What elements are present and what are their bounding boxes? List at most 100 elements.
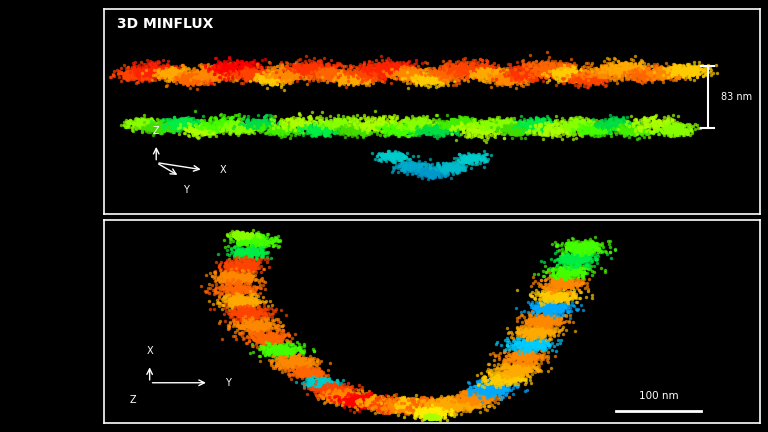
Point [480,393,492,400]
Point [641,129,653,136]
Point [461,159,473,166]
Point [561,302,574,309]
Point [127,70,139,77]
Point [423,411,435,418]
Point [238,63,250,70]
Point [429,400,442,407]
Point [509,124,521,130]
Point [368,128,380,135]
Point [611,67,623,74]
Point [173,76,185,83]
Point [566,120,578,127]
Point [545,306,558,313]
Point [303,380,316,387]
Point [161,70,173,76]
Point [356,403,369,410]
Point [131,70,143,76]
Point [585,73,598,80]
Point [263,74,275,81]
Point [568,264,580,271]
Point [522,124,535,130]
Point [230,272,243,279]
Point [236,57,248,64]
Point [310,383,323,390]
Point [194,73,206,80]
Point [343,114,356,121]
Point [500,76,512,83]
Point [123,72,135,79]
Point [528,344,540,351]
Point [437,75,449,82]
Point [407,123,419,130]
Point [425,411,438,418]
Point [551,127,564,134]
Point [548,70,561,76]
Point [621,126,634,133]
Point [286,349,299,356]
Point [554,270,567,277]
Point [641,117,653,124]
Point [476,76,488,83]
Point [539,320,551,327]
Point [514,364,526,371]
Point [240,307,253,314]
Point [328,76,340,83]
Point [323,67,336,74]
Point [473,403,485,410]
Point [371,400,383,407]
Point [273,119,285,126]
Point [448,165,460,172]
Point [234,57,247,64]
Point [515,373,527,380]
Point [286,119,299,126]
Point [220,273,233,280]
Point [604,70,617,77]
Point [503,377,515,384]
Point [406,396,418,403]
Point [378,396,390,403]
Point [420,400,432,407]
Point [564,65,576,72]
Point [511,129,524,136]
Point [355,126,367,133]
Point [518,122,531,129]
Point [231,231,243,238]
Point [371,69,383,76]
Point [216,72,228,79]
Point [377,152,389,159]
Point [224,124,237,130]
Point [243,248,256,254]
Point [640,71,652,78]
Point [250,251,263,257]
Point [187,76,199,83]
Point [683,124,695,131]
Point [353,127,366,133]
Point [231,298,243,305]
Point [545,66,557,73]
Point [236,306,248,313]
Point [172,76,184,83]
Point [551,321,564,327]
Point [197,131,210,138]
Point [144,124,157,131]
Point [258,113,270,120]
Point [348,396,360,403]
Point [425,410,437,417]
Point [336,385,349,392]
Point [614,67,626,74]
Point [329,386,341,393]
Point [147,60,160,67]
Point [293,351,305,358]
Point [261,348,273,355]
Point [562,62,574,69]
Point [281,124,293,131]
Point [579,124,591,130]
Point [618,66,631,73]
Point [428,410,440,416]
Point [448,70,460,76]
Point [230,67,243,74]
Point [221,119,233,126]
Point [548,300,561,307]
Point [137,69,149,76]
Point [457,72,469,79]
